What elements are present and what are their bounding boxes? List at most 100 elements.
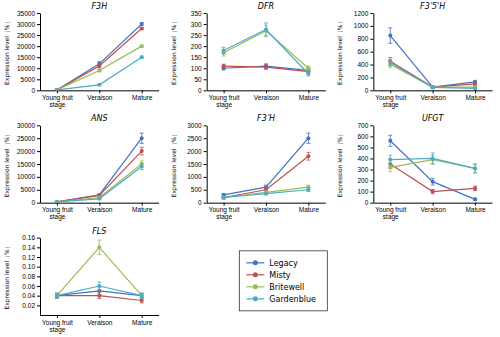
series-line — [57, 247, 142, 295]
y-axis-title: Expression level（%） — [170, 131, 178, 197]
y-tick-mark — [37, 90, 40, 91]
point — [55, 294, 59, 298]
legend-marker — [253, 284, 258, 289]
legend-label: Legacy — [269, 259, 298, 268]
y-tick-mark — [204, 203, 207, 204]
error-bar — [140, 133, 144, 143]
point — [55, 294, 59, 298]
y-tick-label: 200 — [357, 177, 368, 184]
y-tick-mark — [370, 65, 373, 66]
series-line — [57, 138, 142, 202]
point — [55, 294, 59, 298]
y-tick-label: 0.08 — [22, 273, 35, 280]
y-tick-label: 400 — [357, 155, 368, 162]
y-tick-mark — [204, 46, 207, 47]
x-tick-label-line: Mature — [299, 206, 320, 213]
y-axis-line — [207, 126, 208, 203]
y-tick: 600 — [357, 133, 373, 140]
legend-entry: Britewell — [246, 283, 304, 292]
point — [140, 294, 144, 298]
series — [55, 55, 144, 90]
y-tick: 200 — [357, 74, 373, 81]
y-axis: 0100200300400500600700 — [357, 122, 373, 206]
y-tick-label: 15000 — [17, 161, 35, 168]
panel-title: UFGT — [422, 114, 445, 123]
panel: 05000100001500020000250003000035000Young… — [3, 2, 159, 109]
point — [222, 64, 226, 68]
legend-entry: Gardenblue — [246, 295, 316, 304]
y-axis-title: Expression level（%） — [170, 18, 178, 84]
x-tick-mark — [433, 203, 434, 206]
y-axis-line — [373, 126, 374, 203]
x-tick: Young fruitstage — [375, 203, 406, 222]
y-tick-label: 100 — [357, 188, 368, 195]
point — [222, 196, 226, 200]
x-tick-label: Veraison — [87, 94, 113, 101]
point — [431, 85, 435, 89]
x-tick: Young fruitstage — [209, 90, 240, 109]
error-bar — [388, 135, 392, 146]
point — [97, 197, 101, 201]
x-axis: Young fruitstageVeraisonMature — [374, 203, 493, 222]
error-bar — [140, 23, 144, 26]
y-tick: 2500 — [187, 135, 206, 142]
x-tick-mark — [142, 315, 143, 318]
x-tick-label: Mature — [132, 94, 153, 101]
y-tick-label: 20000 — [17, 43, 35, 50]
point — [306, 154, 310, 158]
y-tick-label: 5000 — [21, 76, 36, 83]
panel-title: F3ʹH — [257, 114, 275, 123]
x-tick-mark — [390, 203, 391, 206]
error-bar — [140, 45, 144, 47]
y-tick-mark — [37, 35, 40, 36]
x-tick-mark — [57, 90, 58, 93]
x-tick-label-line: Mature — [465, 94, 486, 101]
y-tick: 30000 — [17, 21, 40, 28]
plot-area — [55, 240, 144, 303]
point — [55, 200, 59, 203]
y-tick-mark — [37, 267, 40, 268]
y-tick-label: 200 — [191, 43, 202, 50]
y-tick-mark — [37, 151, 40, 152]
point — [222, 196, 226, 200]
series — [222, 133, 311, 197]
y-tick: 0.12 — [22, 254, 40, 261]
series — [55, 133, 144, 203]
x-tick: Young fruitstage — [209, 203, 240, 222]
y-tick: 300 — [191, 21, 207, 28]
x-tick-mark — [142, 90, 143, 93]
error-bar — [140, 298, 144, 303]
series — [222, 23, 311, 76]
y-tick-mark — [37, 138, 40, 139]
y-tick: 20000 — [17, 43, 40, 50]
x-tick-mark — [57, 315, 58, 318]
y-tick: 2000 — [187, 148, 206, 155]
series-line — [57, 57, 142, 90]
x-tick: Veraison — [87, 90, 113, 101]
error-bar — [97, 293, 101, 299]
x-tick-label-line: stage — [216, 101, 232, 109]
y-tick-mark — [370, 39, 373, 40]
point — [431, 180, 435, 184]
y-tick-mark — [204, 125, 207, 126]
y-tick: 0 — [198, 199, 207, 206]
point — [473, 186, 477, 190]
y-tick-label: 0.04 — [22, 292, 35, 299]
x-tick-label-line: Veraison — [421, 206, 447, 213]
point — [222, 196, 226, 200]
x-tick-label-line: stage — [49, 213, 65, 221]
y-tick-label: 50 — [194, 76, 202, 83]
y-tick-label: 500 — [357, 144, 368, 151]
y-tick-label: 30000 — [17, 122, 35, 129]
x-tick-label: Mature — [132, 206, 153, 213]
error-bar — [388, 57, 392, 65]
x-tick-label-line: Mature — [132, 94, 153, 101]
y-tick-mark — [204, 79, 207, 80]
series — [55, 44, 144, 90]
x-tick-mark — [475, 203, 476, 206]
y-tick-label: 0.14 — [22, 244, 35, 251]
panel-title: ANS — [90, 114, 108, 123]
x-tick-label: Veraison — [87, 319, 113, 326]
error-bar — [473, 198, 477, 200]
x-tick: Mature — [299, 90, 320, 101]
